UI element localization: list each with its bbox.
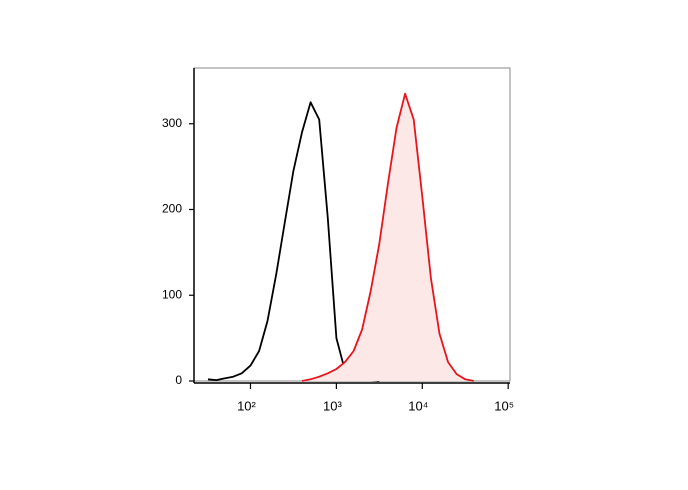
x-tick-label: 10⁴: [408, 398, 428, 413]
series-line: [207, 101, 380, 382]
x-tick-label: 10⁵: [494, 398, 514, 413]
y-tick-label: 300: [162, 116, 182, 130]
y-tick-label: 200: [162, 202, 182, 216]
plot-frame: [193, 67, 511, 382]
x-tick-label: 10³: [323, 398, 342, 413]
y-tick-label: 0: [175, 373, 182, 387]
series-line: [301, 92, 474, 382]
x-tick-label: 10²: [237, 398, 256, 413]
y-tick-label: 100: [162, 287, 182, 301]
series-area: [302, 93, 474, 381]
